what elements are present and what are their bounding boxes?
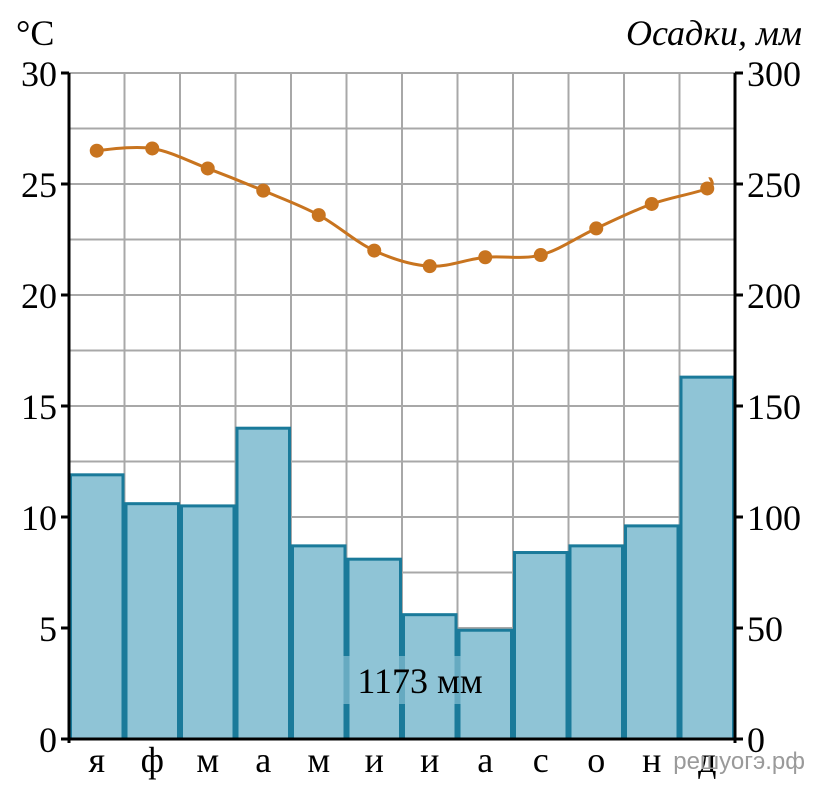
- precipitation-axis-ticks: 0 50 100 150 200 250 300: [735, 54, 801, 760]
- temperature-point: [589, 221, 604, 236]
- temperature-tick-label: 25: [21, 165, 57, 205]
- temperature-point: [256, 183, 271, 198]
- month-label: с: [533, 740, 549, 780]
- month-label: н: [642, 740, 661, 780]
- temperature-point: [89, 143, 104, 158]
- temperature-tick-label: 15: [21, 387, 57, 427]
- month-label: и: [365, 740, 384, 780]
- temperature-unit-label: °C: [16, 13, 54, 53]
- precipitation-bar: [69, 473, 125, 741]
- temperature-point: [145, 141, 160, 156]
- precipitation-tick-label: 0: [747, 720, 765, 760]
- temperature-point: [200, 161, 215, 176]
- temperature-tick-label: 0: [39, 720, 57, 760]
- temperature-tick-label: 10: [21, 498, 57, 538]
- temperature-point: [311, 208, 326, 223]
- month-label: а: [255, 740, 271, 780]
- temperature-tick-label: 5: [39, 609, 57, 649]
- precipitation-bar: [180, 504, 236, 741]
- temperature-point: [533, 248, 548, 263]
- precipitation-tick-label: 200: [747, 276, 801, 316]
- temperature-point: [367, 243, 382, 258]
- temperature-point: [700, 181, 715, 196]
- precipitation-unit-label: Осадки, мм: [626, 13, 802, 53]
- month-label: о: [587, 740, 605, 780]
- month-label: и: [420, 740, 439, 780]
- month-label: ф: [141, 740, 164, 780]
- precipitation-bar: [513, 551, 569, 741]
- precipitation-tick-label: 300: [747, 54, 801, 94]
- precipitation-tick-label: 250: [747, 165, 801, 205]
- total-label-background: [342, 656, 496, 704]
- precipitation-bar: [346, 557, 402, 741]
- precipitation-bar: [679, 375, 735, 741]
- precipitation-bar: [568, 544, 624, 741]
- temperature-point: [644, 196, 659, 211]
- month-label: м: [307, 740, 330, 780]
- precipitation-tick-label: 150: [747, 387, 801, 427]
- precipitation-tick-label: 50: [747, 609, 783, 649]
- temperature-point: [478, 250, 493, 265]
- month-label: а: [477, 740, 493, 780]
- temperature-tick-label: 30: [21, 54, 57, 94]
- temperature-axis-ticks: 0 5 10 15 20 25 30: [21, 54, 69, 760]
- precipitation-bar: [291, 544, 347, 741]
- temperature-series: [89, 141, 715, 274]
- watermark: решуогэ.рф: [673, 748, 805, 775]
- month-label: д: [698, 740, 716, 780]
- precipitation-tick-label: 100: [747, 498, 801, 538]
- temperature-point: [422, 259, 437, 274]
- temperature-tick-label: 20: [21, 276, 57, 316]
- precipitation-bar: [124, 502, 180, 741]
- precipitation-bar: [235, 426, 291, 741]
- month-label: м: [196, 740, 219, 780]
- precipitation-bar: [624, 524, 680, 741]
- total-precipitation-label: 1173 мм: [357, 661, 482, 701]
- month-label: я: [88, 740, 105, 780]
